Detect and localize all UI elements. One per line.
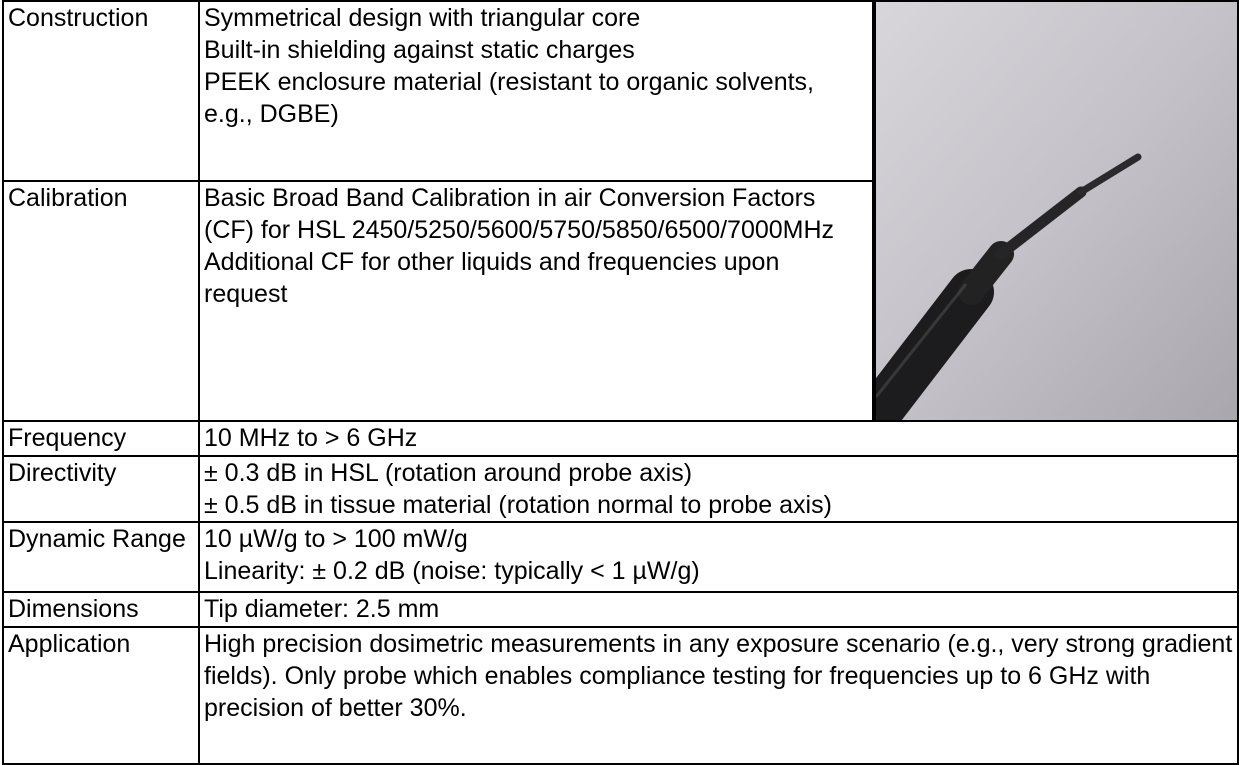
value-line: PEEK enclosure material (resistant to or… [204, 68, 814, 128]
row-label: Dynamic Range [2, 521, 200, 593]
row-value: High precision dosimetric measurements i… [198, 626, 1239, 765]
value-line: Additional CF for other liquids and freq… [204, 248, 780, 308]
table-row: Application High precision dosimetric mea… [2, 626, 1239, 765]
value-line: Built-in shielding against static charge… [204, 36, 635, 64]
row-value: 10 MHz to > 6 GHz [198, 420, 1239, 457]
row-value: Tip diameter: 2.5 mm [198, 591, 1239, 628]
row-label: Directivity [2, 455, 200, 523]
table-row: Directivity ± 0.3 dB in HSL (rotation aro… [2, 455, 1239, 523]
table-row: Frequency 10 MHz to > 6 GHz [2, 420, 1239, 457]
row-value: Basic Broad Band Calibration in air Conv… [198, 180, 875, 422]
value-line: High precision dosimetric measurements i… [204, 630, 1233, 722]
value-line: 10 MHz to > 6 GHz [204, 424, 418, 452]
row-label: Application [2, 626, 200, 765]
row-label: Dimensions [2, 591, 200, 628]
row-label: Frequency [2, 420, 200, 457]
value-line: Symmetrical design with triangular core [204, 4, 641, 32]
image-cell [872, 0, 1239, 422]
row-label: Construction [2, 0, 200, 182]
row-value: ± 0.3 dB in HSL (rotation around probe a… [198, 455, 1239, 523]
row-value: Symmetrical design with triangular core B… [198, 0, 875, 182]
value-line: ± 0.3 dB in HSL (rotation around probe a… [204, 459, 693, 487]
row-value: 10 µW/g to > 100 mW/g Linearity: ± 0.2 dB… [198, 521, 1239, 593]
value-line: Linearity: ± 0.2 dB (noise: typically < … [204, 557, 700, 585]
value-line: ± 0.5 dB in tissue material (rotation no… [204, 491, 832, 519]
table-row: Calibration Basic Broad Band Calibration … [2, 180, 1238, 422]
table-row: Construction Symmetrical design with tria… [2, 0, 1239, 422]
value-line: Basic Broad Band Calibration in air Conv… [204, 184, 835, 244]
probe-photo [878, 3, 1236, 419]
table-row: Dimensions Tip diameter: 2.5 mm [2, 591, 1239, 628]
row-label: Calibration [2, 180, 200, 422]
value-line: Tip diameter: 2.5 mm [204, 595, 440, 623]
value-line: 10 µW/g to > 100 mW/g [204, 525, 468, 553]
table-row: Dynamic Range 10 µW/g to > 100 mW/g Linear… [2, 521, 1239, 593]
